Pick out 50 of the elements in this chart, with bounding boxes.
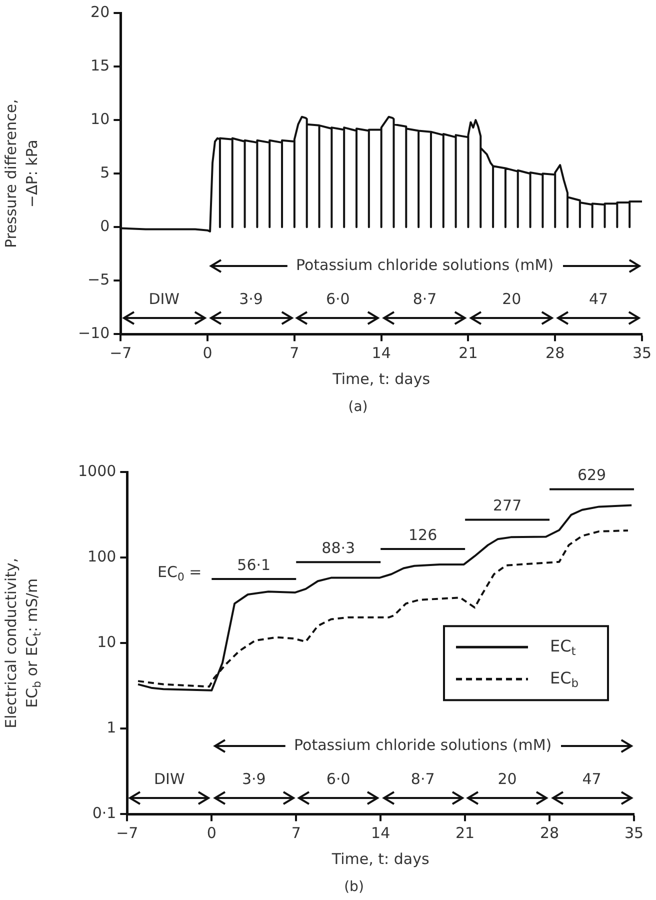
y-tick-label: 10 [97,632,116,651]
annotation: 20 [498,770,517,788]
annotation: 3·9 [242,770,266,788]
x-tick-label: 0 [206,824,216,842]
annotation: 3·9 [239,290,263,308]
annotation: 47 [589,290,608,308]
x-tick-label: 35 [624,824,644,842]
y-tick-label: 100 [88,547,116,566]
x-tick-label: 28 [540,824,560,842]
data-label: 88·3 [322,539,356,558]
y-tick-label: 0·1 [92,804,116,822]
x-tick-label: 14 [372,344,391,362]
annotation: 6·0 [326,290,350,308]
y-tick-label: −5 [88,270,110,289]
x-tick-label: 7 [290,344,300,362]
annotation: 20 [502,290,522,308]
data-label: 629 [577,466,606,484]
text: (b) [344,879,364,896]
annotation: 8·7 [410,770,435,788]
y-tick-label: 1 [106,718,116,737]
y-axis-title: Pressure difference, −ΔP: kPa [2,99,41,248]
x-axis-title: Time, t: days [332,370,430,388]
x-tick-label: 7 [291,824,301,842]
annotation: Potassium chloride solutions (mM) [294,736,552,754]
text: (a) [348,399,368,416]
annotation: DIW [154,770,185,788]
annotation: DIW [148,290,180,308]
y-tick-label: 15 [90,56,110,74]
x-tick-label: 35 [632,344,652,362]
y-tick-label: 1000 [78,462,116,480]
x-tick-label: 21 [456,824,475,842]
x-tick-label: 0 [202,344,212,362]
annotation: 6·0 [326,770,350,788]
x-tick-label: −7 [116,824,138,842]
x-tick-label: 14 [371,824,390,842]
annotation: 47 [582,770,602,788]
x-tick-label: 21 [458,344,478,362]
y-tick-label: −10 [78,324,110,342]
x-tick-label: 28 [546,344,565,362]
x-axis-title: Time, t: days [330,850,430,868]
data-label: 126 [408,526,438,544]
annotation: Potassium chloride solutions (mM) [296,256,554,274]
data-label: 277 [492,496,522,515]
y-tick-label: 5 [100,163,110,182]
x-tick-label: −7 [110,344,132,362]
y-tick-label: 20 [90,2,110,21]
annotation: 8·7 [412,290,437,308]
y-tick-label: 0 [100,217,110,236]
data-label: 56·1 [237,556,271,574]
y-tick-label: 10 [90,110,110,128]
